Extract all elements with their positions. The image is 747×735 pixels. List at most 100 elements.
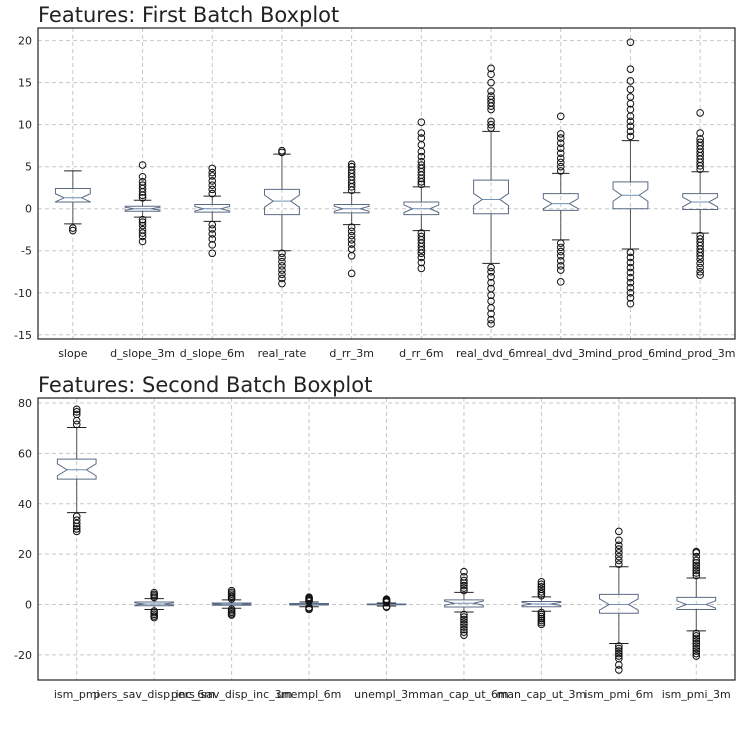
outlier-point: [626, 122, 635, 131]
y-tick-label: -20: [14, 649, 32, 662]
box-d_rr_6m: [403, 118, 440, 273]
outlier-point: [460, 584, 468, 592]
outlier-point: [150, 613, 158, 622]
outlier-point: [72, 420, 81, 429]
outlier-point: [487, 315, 495, 324]
outlier-point: [487, 278, 495, 287]
box-d_rr_3m: [333, 160, 370, 278]
outlier-point: [347, 269, 356, 278]
y-tick-label: 15: [18, 77, 32, 90]
outlier-point: [138, 218, 147, 226]
outlier-point: [692, 571, 701, 580]
outlier-point: [347, 162, 356, 171]
x-tick-label: real_rate: [258, 347, 307, 360]
outlier-point: [556, 162, 565, 171]
outlier-point: [615, 549, 623, 557]
x-tick-label: ism_pmi_3m: [662, 688, 731, 701]
outlier-point: [278, 253, 286, 262]
box-body: [134, 601, 175, 607]
outlier-point: [556, 149, 565, 158]
outlier-point: [696, 255, 704, 263]
box-body: [542, 193, 579, 211]
outlier-point: [556, 134, 565, 142]
outlier-point: [460, 613, 468, 621]
outlier-point: [278, 279, 286, 288]
outlier-point: [487, 78, 495, 87]
box-ism_pmi: [56, 405, 97, 536]
outlier-point: [417, 129, 426, 137]
outlier-point: [626, 283, 635, 292]
outlier-point: [460, 586, 468, 595]
y-tick-label: 0: [25, 598, 32, 611]
x-tick-label: ism_pmi: [54, 688, 100, 701]
outlier-point: [537, 610, 546, 619]
axes-frame: [37, 397, 736, 681]
outlier-point: [696, 135, 704, 143]
x-tick-label: man_cap_ut_3m: [497, 688, 587, 701]
outlier-point: [208, 241, 217, 249]
box-real_rate: [264, 146, 300, 288]
outlier-point: [692, 634, 701, 643]
outlier-point: [615, 552, 623, 561]
box-body: [612, 181, 649, 210]
y-tick-label: 0: [25, 203, 32, 216]
outlier-point: [556, 144, 565, 152]
outlier-point: [692, 629, 701, 638]
box-man_cap_ut_6m: [444, 567, 484, 639]
outlier-point: [626, 77, 635, 85]
outlier-point: [487, 70, 495, 79]
outlier-point: [626, 273, 635, 282]
outlier-point: [417, 118, 426, 126]
outlier-point: [537, 583, 546, 591]
outlier-point: [382, 595, 391, 603]
outlier-point: [537, 614, 546, 623]
x-tick-label: ind_prod_6m: [595, 347, 666, 360]
outlier-point: [615, 527, 623, 536]
outlier-point: [615, 545, 623, 553]
outlier-point: [692, 561, 701, 570]
outlier-point: [692, 642, 701, 650]
outlier-point: [417, 180, 426, 189]
axes-frame: [37, 27, 736, 340]
outlier-point: [692, 564, 701, 572]
outlier-point: [72, 527, 81, 536]
x-tick-label: d_slope_3m: [110, 347, 175, 360]
outlier-point: [626, 253, 635, 262]
outlier-point: [208, 172, 217, 180]
outlier-point: [208, 249, 217, 258]
outlier-point: [692, 639, 701, 648]
box-body: [124, 205, 161, 212]
outlier-point: [460, 567, 468, 576]
outlier-point: [460, 631, 468, 639]
outlier-point: [138, 237, 147, 246]
outlier-point: [460, 620, 468, 629]
y-tick-label: -10: [14, 287, 32, 300]
x-tick-label: slope: [58, 347, 87, 360]
y-tick-label: 20: [18, 35, 32, 48]
gridlines: [38, 398, 735, 680]
outlier-point: [556, 243, 565, 252]
outlier-point: [692, 649, 701, 658]
box-body: [211, 602, 252, 606]
outlier-point: [556, 239, 565, 247]
outlier-point: [417, 161, 426, 169]
outlier-point: [347, 236, 356, 244]
outlier-point: [460, 618, 468, 626]
chart-title: Features: Second Batch Boxplot: [38, 373, 372, 397]
chart-title: Features: First Batch Boxplot: [38, 3, 339, 27]
outlier-point: [556, 247, 565, 256]
outlier-point: [138, 215, 147, 224]
outlier-point: [615, 644, 623, 653]
outlier-point: [537, 608, 546, 617]
x-tick-label: ind_prod_3m: [665, 347, 736, 360]
box-body: [56, 458, 97, 480]
outlier-point: [537, 588, 546, 596]
x-tick-label: pers_sav_disp_inc_6m: [93, 688, 215, 701]
outlier-point: [69, 226, 77, 235]
outlier-point: [696, 267, 704, 276]
outlier-point: [347, 251, 356, 260]
outlier-point: [417, 134, 426, 142]
outlier-point: [227, 586, 236, 595]
outlier-point: [626, 38, 635, 47]
box-body: [473, 179, 509, 215]
